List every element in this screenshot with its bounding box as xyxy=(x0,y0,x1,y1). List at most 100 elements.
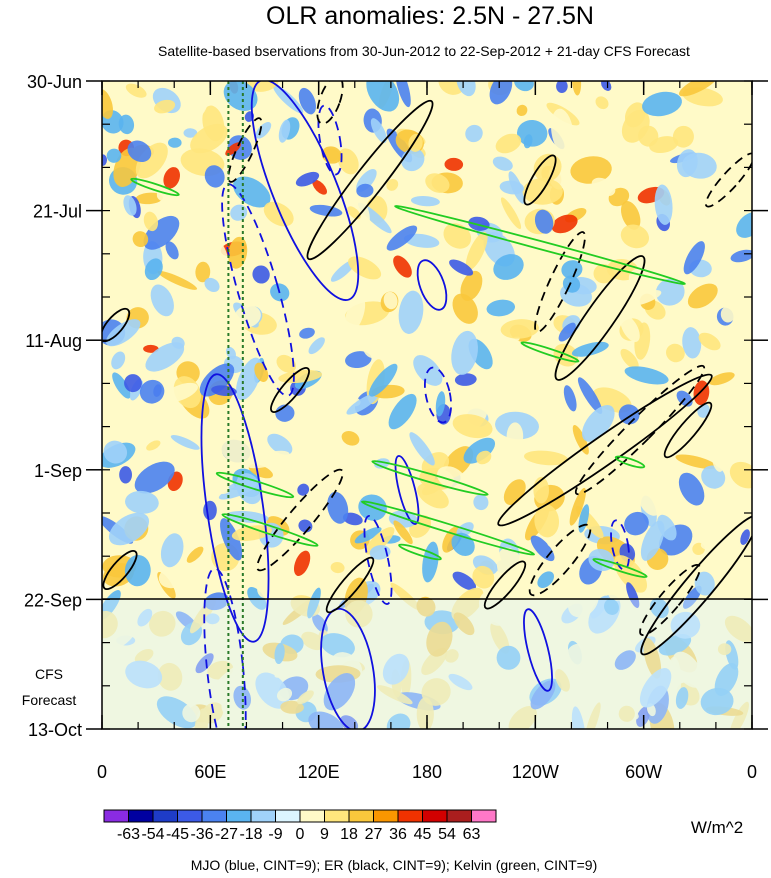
mjo-contour xyxy=(203,567,247,729)
anomaly-patch xyxy=(463,437,496,464)
anomaly-patch xyxy=(490,621,510,654)
anomaly-patch xyxy=(204,277,220,292)
colorbar-label: 36 xyxy=(389,826,407,843)
anomaly-patch xyxy=(495,133,522,154)
y-tick-label: 11-Aug xyxy=(25,331,82,351)
y-axis: 30-Jun 21-Jul 11-Aug 1-Sep 22-Sep 13-Oct xyxy=(24,72,768,740)
anomaly-patch xyxy=(182,703,201,723)
colorbar-swatch xyxy=(152,809,178,823)
anomaly-patch xyxy=(157,270,198,290)
anomaly-patch xyxy=(676,149,698,178)
anomaly-patch xyxy=(398,290,424,334)
anomaly-patch xyxy=(506,422,524,451)
anomaly-patch xyxy=(687,283,718,309)
anomaly-patch xyxy=(168,137,182,148)
anomaly-patch xyxy=(637,484,662,516)
anomaly-patch xyxy=(388,393,417,430)
kelvin-contour xyxy=(398,543,442,561)
anomaly-patch xyxy=(666,343,685,363)
anomaly-patch xyxy=(267,433,293,455)
colorbar-swatch xyxy=(250,809,276,823)
anomaly-patch xyxy=(327,491,349,524)
anomaly-patch xyxy=(139,372,152,384)
anomaly-patch xyxy=(484,336,520,359)
anomaly-patch xyxy=(421,678,451,706)
anomaly-patch xyxy=(416,596,436,617)
anomaly-patch xyxy=(468,216,490,231)
anomaly-patch xyxy=(694,571,715,596)
anomaly-patch xyxy=(245,450,290,469)
anomaly-patch xyxy=(154,99,176,114)
anomaly-patch xyxy=(124,554,151,587)
anomaly-patch xyxy=(657,514,677,541)
anomaly-patch xyxy=(182,93,208,121)
er-contour xyxy=(534,231,586,333)
anomaly-patch xyxy=(675,687,689,709)
anomaly-patch xyxy=(106,148,122,163)
anomaly-patch xyxy=(425,173,450,193)
anomaly-patch xyxy=(639,668,672,708)
anomaly-patch xyxy=(514,81,534,92)
anomaly-patch xyxy=(234,305,261,328)
anomaly-patch xyxy=(556,81,568,93)
anomaly-patch xyxy=(700,537,740,552)
er-contour xyxy=(256,468,344,572)
mjo-contour xyxy=(317,104,343,176)
anomaly-patch xyxy=(348,256,382,280)
colorbar: -63 -54 -45 -36 -27 -18 -9 0 9 18 27 36 45 54 63 xyxy=(103,809,497,843)
kelvin-contour xyxy=(130,177,180,197)
anomaly-patch xyxy=(460,270,483,301)
forecast-label-line2: Forecast xyxy=(22,692,77,708)
anomaly-patch xyxy=(345,600,373,628)
anomaly-patch xyxy=(590,595,609,619)
anomaly-patch xyxy=(620,348,639,370)
anomaly-patch xyxy=(437,466,466,490)
anomaly-patch xyxy=(698,332,721,351)
x-tick-label: 0 xyxy=(747,762,757,782)
colorbar-units: W/m^2 xyxy=(691,818,743,837)
anomaly-patch xyxy=(456,81,476,97)
er-contour xyxy=(227,117,263,183)
anomaly-patch xyxy=(201,702,224,724)
er-contour xyxy=(102,550,138,590)
forecast-shading xyxy=(102,600,752,729)
colorbar-label: 27 xyxy=(365,826,383,843)
y-tick-label: 22-Sep xyxy=(24,590,82,610)
y-tick-label: 21-Jul xyxy=(33,202,82,222)
colorbar-swatch xyxy=(201,809,227,823)
anomaly-patch xyxy=(534,504,560,538)
kelvin-contour xyxy=(221,513,319,547)
anomaly-patch xyxy=(416,697,434,729)
anomaly-patch xyxy=(150,284,174,317)
anomaly-patch xyxy=(473,494,489,511)
anomaly-patch xyxy=(452,414,493,439)
x-tick-label: 120W xyxy=(512,762,559,782)
y-tick-label: 30-Jun xyxy=(27,72,82,92)
anomaly-patch xyxy=(558,322,576,342)
anomaly-patch xyxy=(465,124,483,143)
anomaly-patch xyxy=(682,585,702,609)
anomaly-patch xyxy=(125,660,163,689)
anomaly-patch xyxy=(678,472,705,506)
er-contour xyxy=(523,154,557,206)
anomaly-patch xyxy=(626,582,640,609)
anomaly-patch xyxy=(102,705,122,726)
anomaly-patch xyxy=(438,81,465,95)
anomaly-patch xyxy=(624,366,669,385)
anomaly-patch xyxy=(132,231,149,248)
colorbar-label: 18 xyxy=(340,826,358,843)
anomaly-patch xyxy=(561,260,583,279)
anomaly-patch xyxy=(111,351,126,370)
anomaly-patch xyxy=(257,575,277,598)
anomaly-patch xyxy=(714,663,739,696)
anomaly-patch xyxy=(442,526,461,553)
x-tick-label: 60E xyxy=(194,762,226,782)
er-contour xyxy=(528,523,592,597)
anomaly-patch xyxy=(452,293,478,324)
anomaly-patch xyxy=(453,612,475,636)
er-contour xyxy=(325,556,375,614)
anomaly-patch xyxy=(149,610,176,637)
anomaly-patch xyxy=(119,466,132,484)
anomaly-patch xyxy=(386,713,411,729)
kelvin-contour xyxy=(361,500,535,556)
